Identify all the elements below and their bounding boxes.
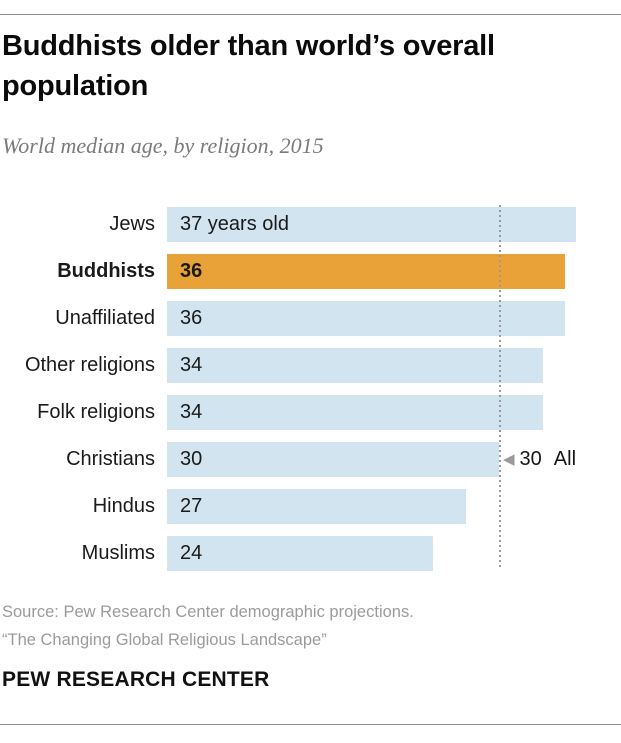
category-label: Muslims [81, 542, 155, 564]
brand-wordmark: PEW RESEARCH CENTER [2, 668, 270, 691]
category-label: Hindus [92, 495, 155, 517]
bar-track: 34 [167, 348, 619, 383]
bar-value-label: 36 [180, 307, 203, 329]
category-label: Buddhists [57, 260, 155, 282]
reference-line [499, 205, 501, 568]
chart-row: Hindus 27 [2, 483, 619, 530]
left-triangle-icon: ◀ [503, 451, 515, 468]
bar-track: 24 [167, 536, 619, 571]
chart-row: Folk religions 34 [2, 389, 619, 436]
category-label: Christians [66, 448, 155, 470]
bar-value-label: 34 [180, 401, 203, 423]
reference-annotation: ◀ 30 All [503, 446, 576, 473]
chart-subtitle: World median age, by religion, 2015 [2, 133, 324, 158]
bar-chart: Jews 37 years old Buddhists 36 Unaffiliated 3… [2, 201, 619, 577]
source-note: Source: Pew Research Center demographic … [2, 598, 612, 654]
bar-value-label: 30 [180, 448, 203, 470]
chart-row: Muslims 24 [2, 530, 619, 577]
category-label: Unaffiliated [55, 307, 155, 329]
bar-unaffiliated: 36 [167, 301, 565, 336]
bar-track: 27 [167, 489, 619, 524]
bar-track: 36 [167, 301, 619, 336]
reference-value: 30 [519, 448, 542, 470]
source-line: Source: Pew Research Center demographic … [2, 603, 414, 621]
title-line-2: population [2, 70, 149, 102]
bar-value-label: 34 [180, 354, 203, 376]
bar-value-label: 37 years old [180, 213, 289, 235]
bar-folk-religions: 34 [167, 395, 543, 430]
bar-hindus: 27 [167, 489, 466, 524]
bar-track: 36 [167, 254, 619, 289]
chart-row: Christians 30 [2, 436, 619, 483]
bar-value-label: 36 [180, 260, 203, 282]
bar-muslims: 24 [167, 536, 433, 571]
title-line-1: Buddhists older than world’s overall [2, 30, 495, 62]
page-title: Buddhists older than world’s overall pop… [2, 26, 612, 106]
chart-row: Other religions 34 [2, 342, 619, 389]
bar-track: 34 [167, 395, 619, 430]
reference-label: All [553, 448, 577, 470]
bar-value-label: 24 [180, 542, 203, 564]
bar-jews: 37 years old [167, 207, 576, 242]
bar-christians: 30 [167, 442, 499, 477]
bar-other-religions: 34 [167, 348, 543, 383]
bar-buddhists: 36 [167, 254, 565, 289]
top-divider [0, 14, 621, 15]
bar-track: 37 years old [167, 207, 619, 242]
chart-row: Unaffiliated 36 [2, 295, 619, 342]
bar-value-label: 27 [180, 495, 203, 517]
category-label: Folk religions [37, 401, 155, 423]
citation-line: “The Changing Global Religious Landscape… [2, 631, 327, 649]
chart-row: Buddhists 36 [2, 248, 619, 295]
bar-track: 30 [167, 442, 619, 477]
category-label: Jews [109, 213, 155, 235]
category-label: Other religions [24, 354, 155, 376]
chart-row: Jews 37 years old [2, 201, 619, 248]
bottom-divider [0, 724, 621, 725]
